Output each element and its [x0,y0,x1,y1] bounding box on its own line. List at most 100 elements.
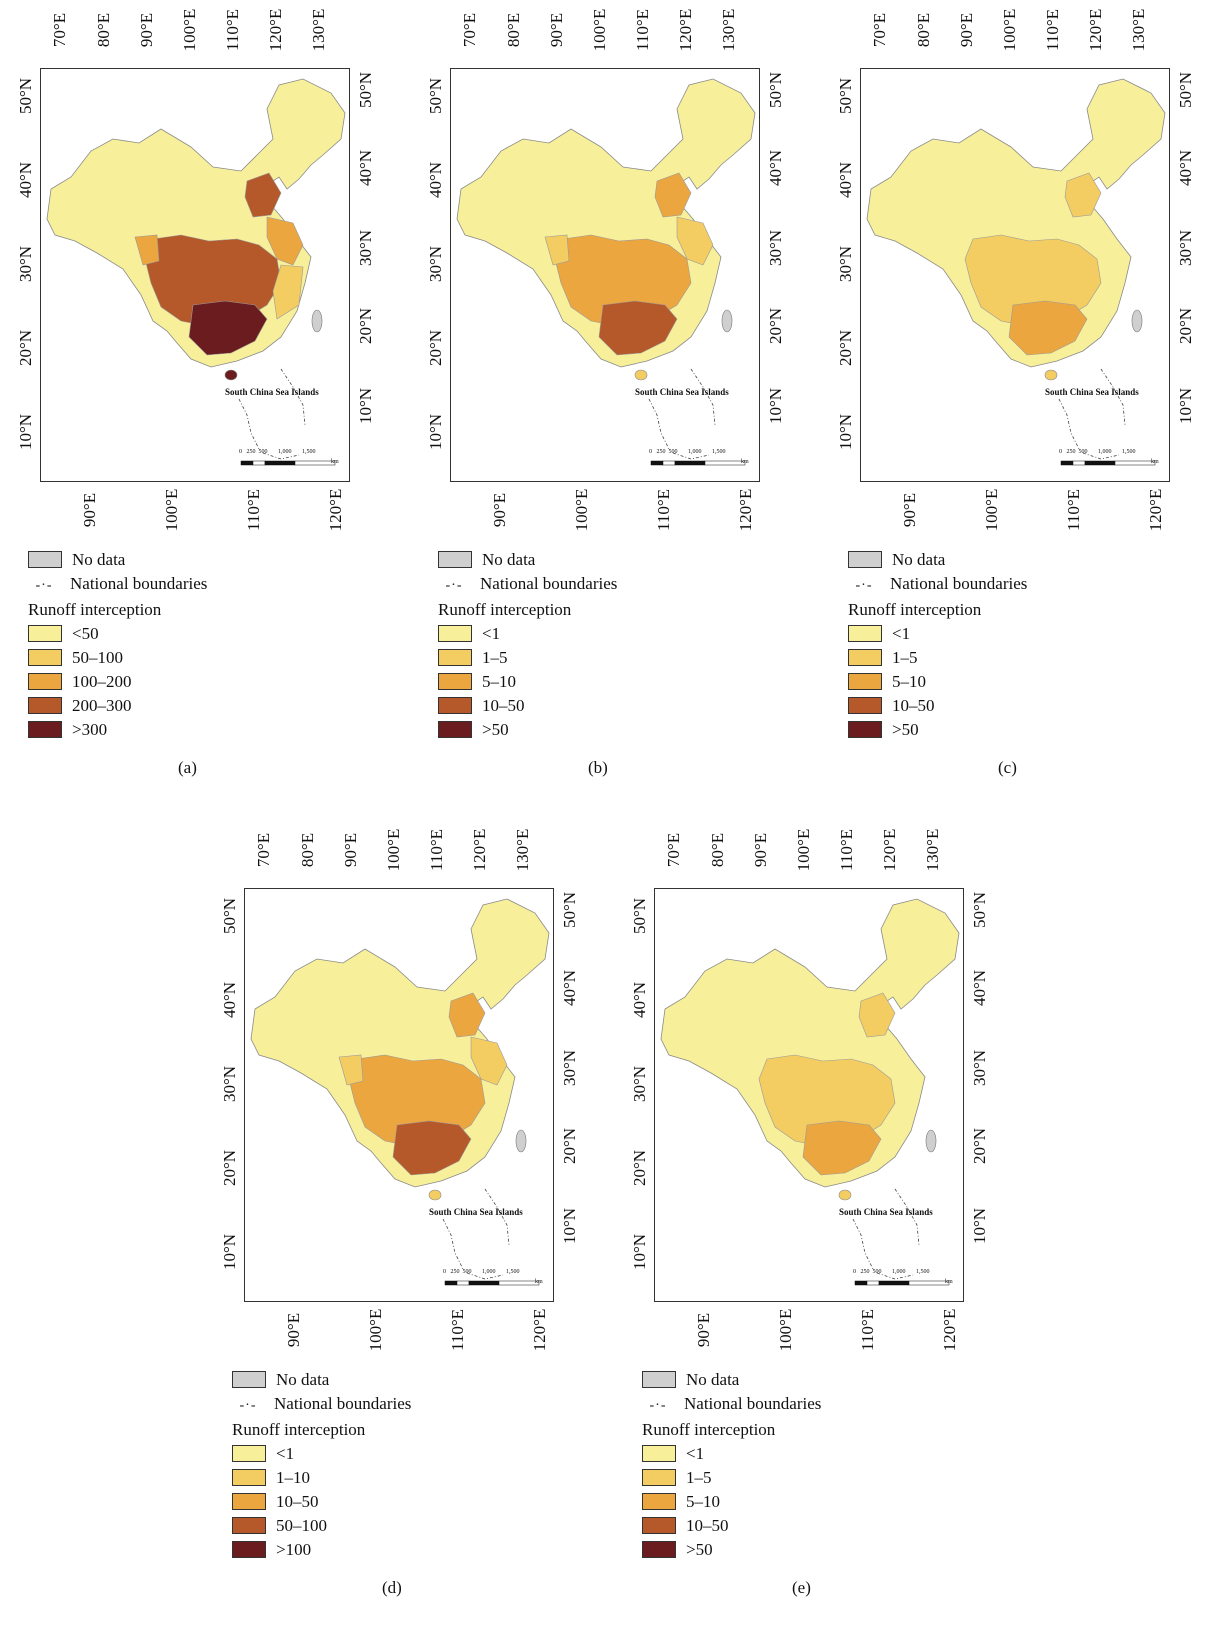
bottom-tick-label: 90°E [80,492,99,528]
legend-boundaries-label: National boundaries [70,574,208,593]
left-tick-label: 40°N [426,161,445,199]
top-tick-label: 130°E [719,8,738,52]
map-region [188,300,268,356]
legend-no-data-label: No data [482,550,536,569]
legend-class: <1 [232,1442,411,1466]
legend-class-swatch [848,672,882,690]
legend-class-label: 200–300 [72,696,132,715]
scale-label: 1,000 [892,1269,906,1275]
scale-label: 0 [853,1269,856,1275]
map-region [266,216,304,266]
right-tick-label: 10°N [970,1207,989,1245]
scale-label: 1,500 [916,1269,930,1275]
right-tick-label: 50°N [970,891,989,929]
left-tick-label: 30°N [220,1065,239,1103]
map-legend: No data -·- National boundaries Runoff in… [28,548,207,742]
legend-class-swatch [438,648,472,666]
no-data-region [1131,309,1143,333]
national-boundary-line [852,1188,920,1280]
national-boundary-line [648,368,716,460]
no-data-region [721,309,733,333]
china-map [456,78,756,466]
china-map [660,898,960,1286]
legend-class: 5–10 [438,670,617,694]
scale-label: 250 [246,449,256,455]
top-tick-label: 120°E [266,8,285,52]
map-frame: South China Sea Islands 0 250 500 1,000 … [450,68,760,482]
legend-no-data: No data [438,548,617,572]
legend-class: >100 [232,1538,411,1562]
top-tick-label: 100°E [1000,8,1019,52]
scale-label: 1,000 [278,449,292,455]
map-region [544,234,570,266]
scale-label: 0 [239,449,242,455]
legend-class-swatch [438,720,472,738]
boundary-line-symbol: -·- [855,578,873,593]
scale-unit: km [535,1279,543,1285]
no-data-swatch [28,550,62,568]
left-tick-label: 30°N [836,245,855,283]
legend-title: Runoff interception [642,1420,776,1439]
left-tick-label: 30°N [16,245,35,283]
scale-label: 1,000 [1098,449,1112,455]
left-tick-label: 10°N [220,1233,239,1271]
left-tick-label: 30°N [426,245,445,283]
right-tick-label: 10°N [560,1207,579,1245]
scale-label: 500 [872,1269,882,1275]
map-legend: No data -·- National boundaries Runoff in… [232,1368,411,1562]
legend-class-swatch [438,624,472,642]
top-tick-label: 130°E [513,828,532,872]
bottom-tick-label: 100°E [572,488,591,532]
map-region [802,1120,882,1176]
legend-class-label: <1 [686,1444,705,1463]
legend-no-data-label: No data [276,1370,330,1389]
left-tick-label: 10°N [836,413,855,451]
panel-caption: (a) [178,758,197,777]
right-tick-label: 20°N [560,1127,579,1165]
map-region [338,1054,364,1086]
panel-caption: (d) [382,1578,402,1597]
scale-bar [444,1280,540,1286]
legend-class: 1–5 [438,646,617,670]
right-tick-label: 50°N [1176,71,1195,109]
hainan-island [428,1189,442,1201]
scale-unit: km [741,459,749,465]
legend-class-label: 10–50 [686,1516,729,1535]
legend-class: 200–300 [28,694,207,718]
legend-class-label: 5–10 [482,672,516,691]
legend-class: 50–100 [28,646,207,670]
scale-label: 250 [860,1269,870,1275]
top-tick-label: 70°E [460,12,479,48]
legend-class-label: <50 [72,624,99,643]
hainan-island [224,369,238,381]
legend-title: Runoff interception [848,600,982,619]
left-tick-label: 50°N [220,897,239,935]
legend-class: 1–5 [642,1466,821,1490]
legend-class-label: <1 [276,1444,295,1463]
legend-class: 5–10 [848,670,1027,694]
right-tick-label: 40°N [560,969,579,1007]
scale-bar [650,460,746,466]
right-tick-label: 50°N [766,71,785,109]
legend-title: Runoff interception [438,600,572,619]
right-tick-label: 30°N [356,229,375,267]
inset-title: South China Sea Islands [1045,387,1139,397]
national-boundary-line [442,1188,510,1280]
legend-class-swatch [232,1492,266,1510]
right-tick-label: 20°N [1176,307,1195,345]
legend-class-label: 1–5 [686,1468,712,1487]
top-tick-label: 80°E [914,12,933,48]
china-map [46,78,346,466]
left-tick-label: 20°N [16,329,35,367]
scale-bar-labels: 0 250 500 1,000 1,500 [1059,449,1136,455]
legend-class-label: 50–100 [72,648,123,667]
left-tick-label: 40°N [836,161,855,199]
scale-label: 1,500 [1122,449,1136,455]
scale-label: 1,500 [302,449,316,455]
bottom-tick-label: 100°E [776,1308,795,1352]
scale-bar-labels: 0 250 500 1,000 1,500 [853,1269,930,1275]
top-tick-label: 80°E [504,12,523,48]
legend-class-label: 1–5 [482,648,508,667]
boundary-line-symbol: -·- [239,1398,257,1413]
scale-label: 1,500 [506,1269,520,1275]
